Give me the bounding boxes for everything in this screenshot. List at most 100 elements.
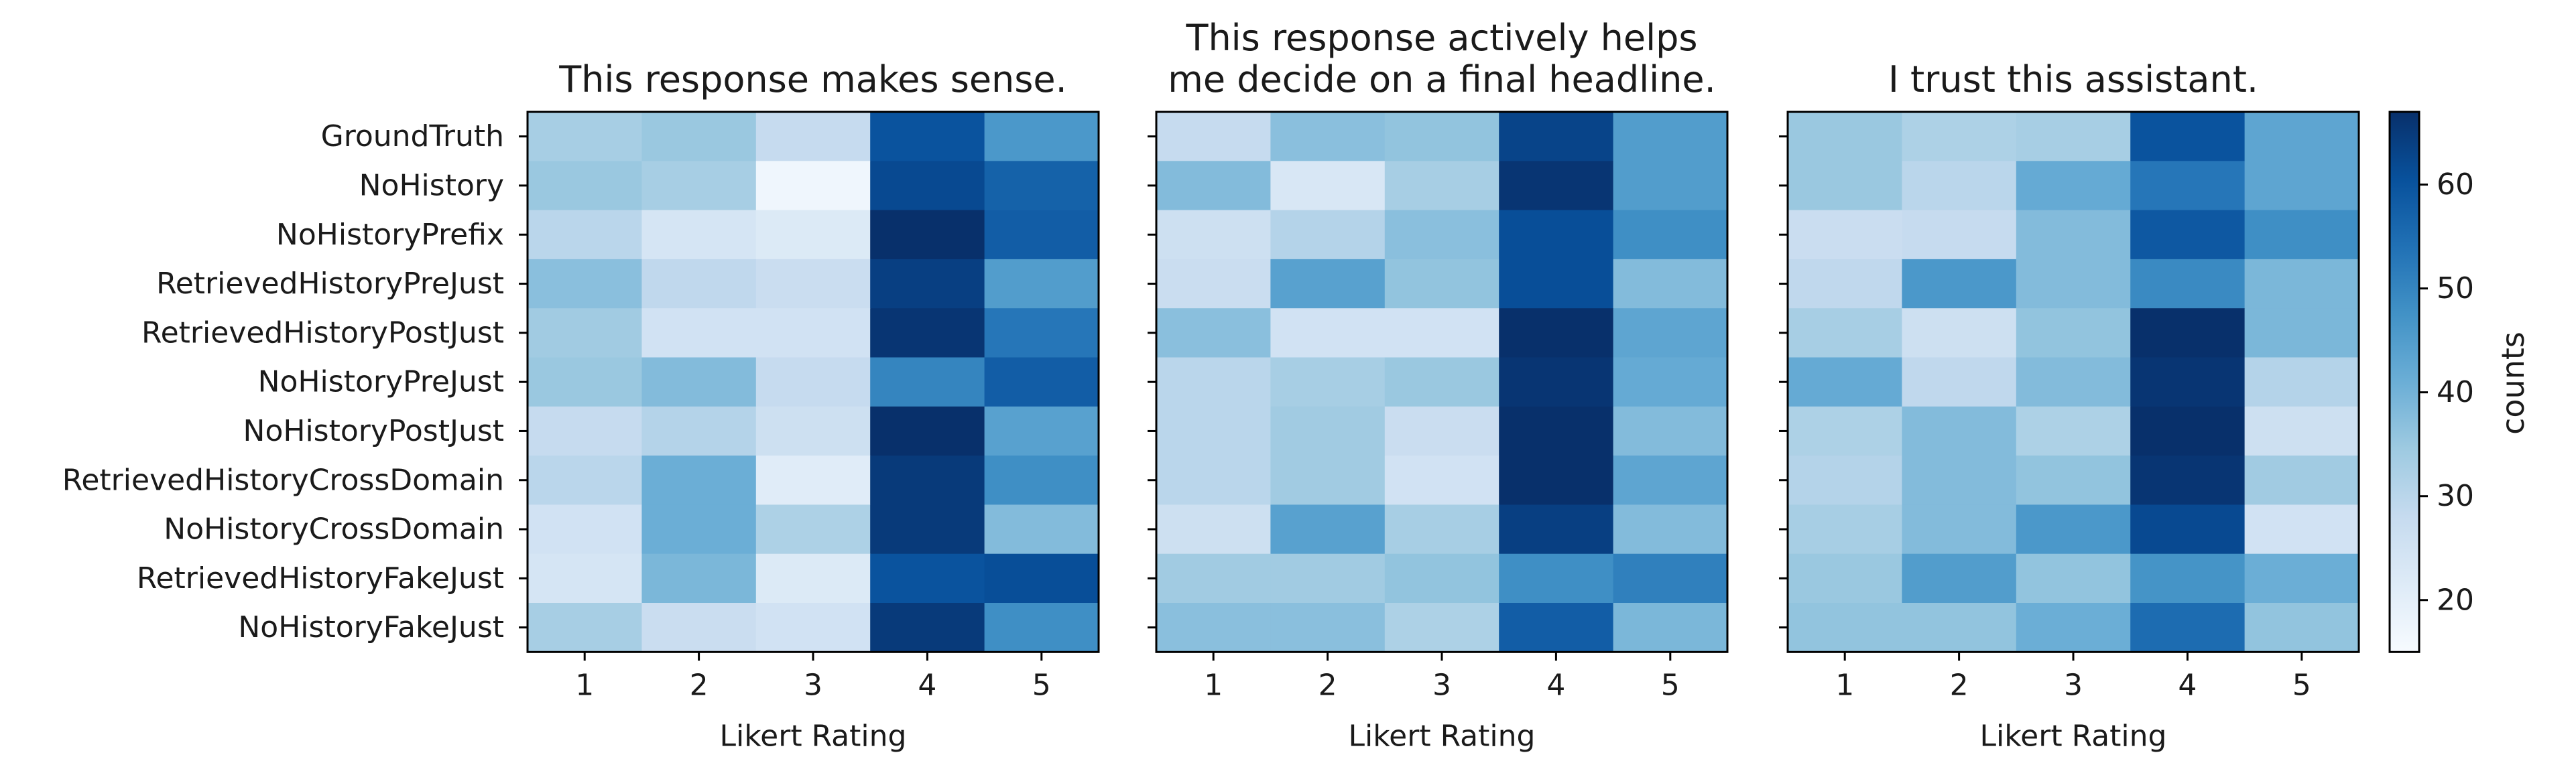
heatmap-cell — [1788, 308, 1902, 358]
heatmap-cell — [1270, 112, 1386, 161]
heatmap-cell — [2016, 504, 2131, 555]
heatmap-cell — [528, 308, 642, 358]
y-tick-label: RetrievedHistoryPostJust — [141, 316, 504, 350]
heatmap-cell — [755, 406, 871, 456]
heatmap-cell — [1384, 112, 1499, 161]
heatmap-cell — [2130, 504, 2246, 555]
heatmap-cell — [1788, 161, 1902, 211]
heatmap-cell — [755, 357, 871, 407]
heatmap-cell — [1788, 603, 1902, 652]
y-tick-label: NoHistoryCrossDomain — [164, 512, 504, 547]
heatmap-cell — [2130, 112, 2246, 161]
heatmap-cell — [2016, 308, 2131, 358]
heatmap-cell — [528, 456, 642, 505]
heatmap-cell — [1613, 553, 1728, 604]
heatmap-cell — [984, 504, 1099, 555]
heatmap-cell — [1613, 406, 1728, 456]
heatmap-cell — [870, 161, 985, 211]
heatmap-cell — [1156, 210, 1271, 260]
heatmap-cell — [870, 357, 985, 407]
heatmap-cell — [2244, 259, 2359, 309]
heatmap-cell — [755, 456, 871, 505]
heatmap-cell — [1156, 112, 1271, 161]
heatmap-cell — [1902, 504, 2017, 555]
heatmap-cell — [1384, 357, 1499, 407]
heatmap-cell — [2244, 504, 2359, 555]
x-tick-label: 3 — [804, 668, 822, 702]
heatmap-cell — [1902, 456, 2017, 505]
x-tick-label: 5 — [1661, 668, 1680, 702]
x-tick-label: 1 — [1204, 668, 1223, 702]
colorbar-label: counts — [2495, 332, 2531, 435]
x-tick-label: 4 — [1546, 668, 1565, 702]
heatmap-cell — [1270, 308, 1386, 358]
heatmap-cell — [1384, 259, 1499, 309]
heatmap-cell — [1902, 603, 2017, 652]
heatmap-cell — [2244, 553, 2359, 604]
heatmap-cell — [1270, 357, 1386, 407]
heatmap-cell — [2130, 456, 2246, 505]
heatmap-cell — [1902, 210, 2017, 260]
heatmap-cell — [2016, 406, 2131, 456]
heatmap-cell — [1499, 603, 1614, 652]
heatmap-cell — [1788, 210, 1902, 260]
heatmap-cell — [1902, 308, 2017, 358]
x-tick-label: 1 — [575, 668, 594, 702]
heatmap-cell — [755, 553, 871, 604]
heatmap-cell — [2016, 357, 2131, 407]
heatmap-cell — [1384, 406, 1499, 456]
heatmap-cell — [2130, 603, 2246, 652]
heatmap-cell — [1788, 406, 1902, 456]
heatmap-cell — [1902, 259, 2017, 309]
heatmap-cell — [528, 603, 642, 652]
heatmap-cell — [1384, 456, 1499, 505]
heatmap-cell — [1270, 504, 1386, 555]
x-tick-label: 5 — [1032, 668, 1051, 702]
heatmap-cell — [870, 308, 985, 358]
y-tick-label: NoHistoryFakeJust — [238, 610, 504, 644]
heatmap-cell — [2016, 456, 2131, 505]
heatmap-cell — [1613, 112, 1728, 161]
colorbar-fill — [2390, 112, 2419, 652]
heatmap-panel-1: GroundTruth NoHistory NoHistoryPrefix Retri… — [62, 58, 1100, 753]
panel-title: This response actively helps — [1185, 17, 1697, 59]
heatmap-cell — [641, 210, 757, 260]
heatmap-cell — [870, 603, 985, 652]
x-axis-label: Likert Rating — [1349, 719, 1536, 753]
x-tick-label: 3 — [2064, 668, 2083, 702]
heatmap-cell — [1384, 603, 1499, 652]
heatmap-cell — [1902, 357, 2017, 407]
heatmap-cell — [870, 406, 985, 456]
heatmap-cell — [2130, 210, 2246, 260]
heatmap-cell — [1499, 259, 1614, 309]
heatmap-cell — [2244, 357, 2359, 407]
heatmap-cell — [1499, 161, 1614, 211]
panel-title: This response makes sense. — [558, 58, 1067, 100]
heatmap-cell — [2244, 603, 2359, 652]
heatmap-cell — [2130, 406, 2246, 456]
heatmap-cell — [641, 112, 757, 161]
heatmap-cell — [641, 161, 757, 211]
heatmap-cell — [1788, 259, 1902, 309]
heatmap-cell — [528, 504, 642, 555]
heatmap-cell — [1902, 112, 2017, 161]
heatmap-panel-3: 1 2 3 4 5 Likert Rating I trust this assistant… — [1779, 58, 2360, 753]
y-tick-label: NoHistory — [359, 168, 504, 202]
x-tick-label: 5 — [2292, 668, 2311, 702]
heatmap-cell — [2016, 259, 2131, 309]
heatmap-cell — [641, 603, 757, 652]
colorbar-tick-label: 50 — [2437, 271, 2474, 305]
colorbar-tick-label: 40 — [2437, 375, 2474, 409]
heatmap-cell — [984, 112, 1099, 161]
heatmap-cell — [1613, 504, 1728, 555]
x-tick-label: 3 — [1432, 668, 1451, 702]
heatmap-cell — [755, 308, 871, 358]
heatmap-cell — [1788, 357, 1902, 407]
heatmap-cell — [1156, 504, 1271, 555]
colorbar: counts 20 30 40 50 60 — [2388, 111, 2531, 653]
heatmap-cell — [1499, 553, 1614, 604]
heatmap-cell — [2130, 259, 2246, 309]
heatmap-cell — [1499, 357, 1614, 407]
heatmap-cell — [2130, 308, 2246, 358]
